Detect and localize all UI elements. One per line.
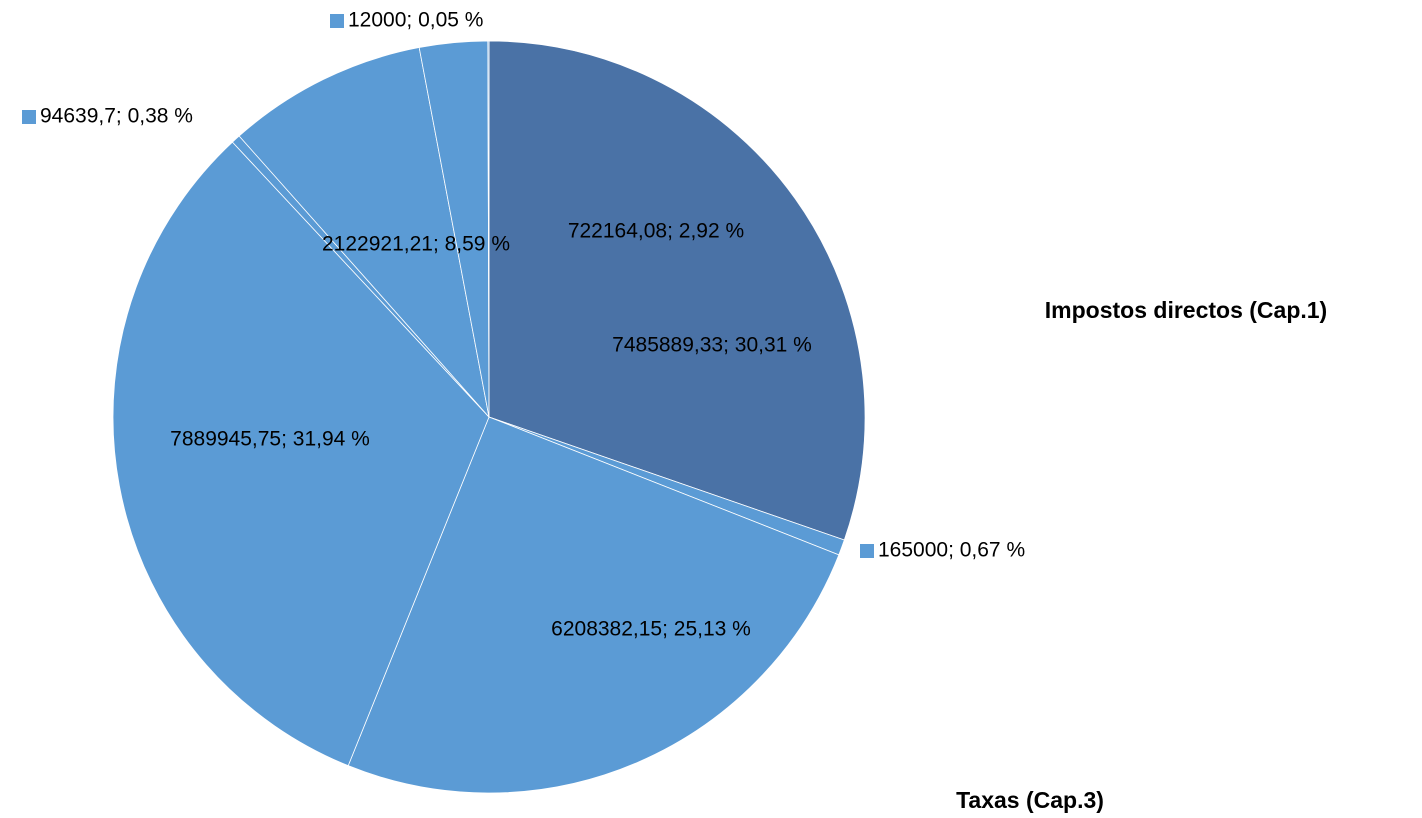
annotation: Taxas (Cap.3) (956, 787, 1104, 813)
data-label: 7889945,75; 31,94 % (170, 428, 370, 451)
data-label: 2122921,21; 8,59 % (322, 233, 510, 256)
label-key (860, 544, 874, 558)
data-label: 6208382,15; 25,13 % (551, 618, 751, 641)
data-label: 722164,08; 2,92 % (568, 220, 744, 243)
pie-slice (112, 141, 490, 767)
pie-slice (488, 40, 866, 541)
pie-slice (347, 416, 840, 794)
label-key (330, 14, 344, 28)
pie-slice (487, 40, 490, 418)
data-label: 165000; 0,67 % (878, 539, 1025, 562)
data-label: 94639,7; 0,38 % (40, 105, 193, 128)
annotation: Impostos directos (Cap.1) (1045, 297, 1327, 323)
data-label: 7485889,33; 30,31 % (612, 334, 812, 357)
label-key (22, 110, 36, 124)
pie-slice (238, 47, 490, 419)
data-label: 12000; 0,05 % (348, 9, 483, 32)
